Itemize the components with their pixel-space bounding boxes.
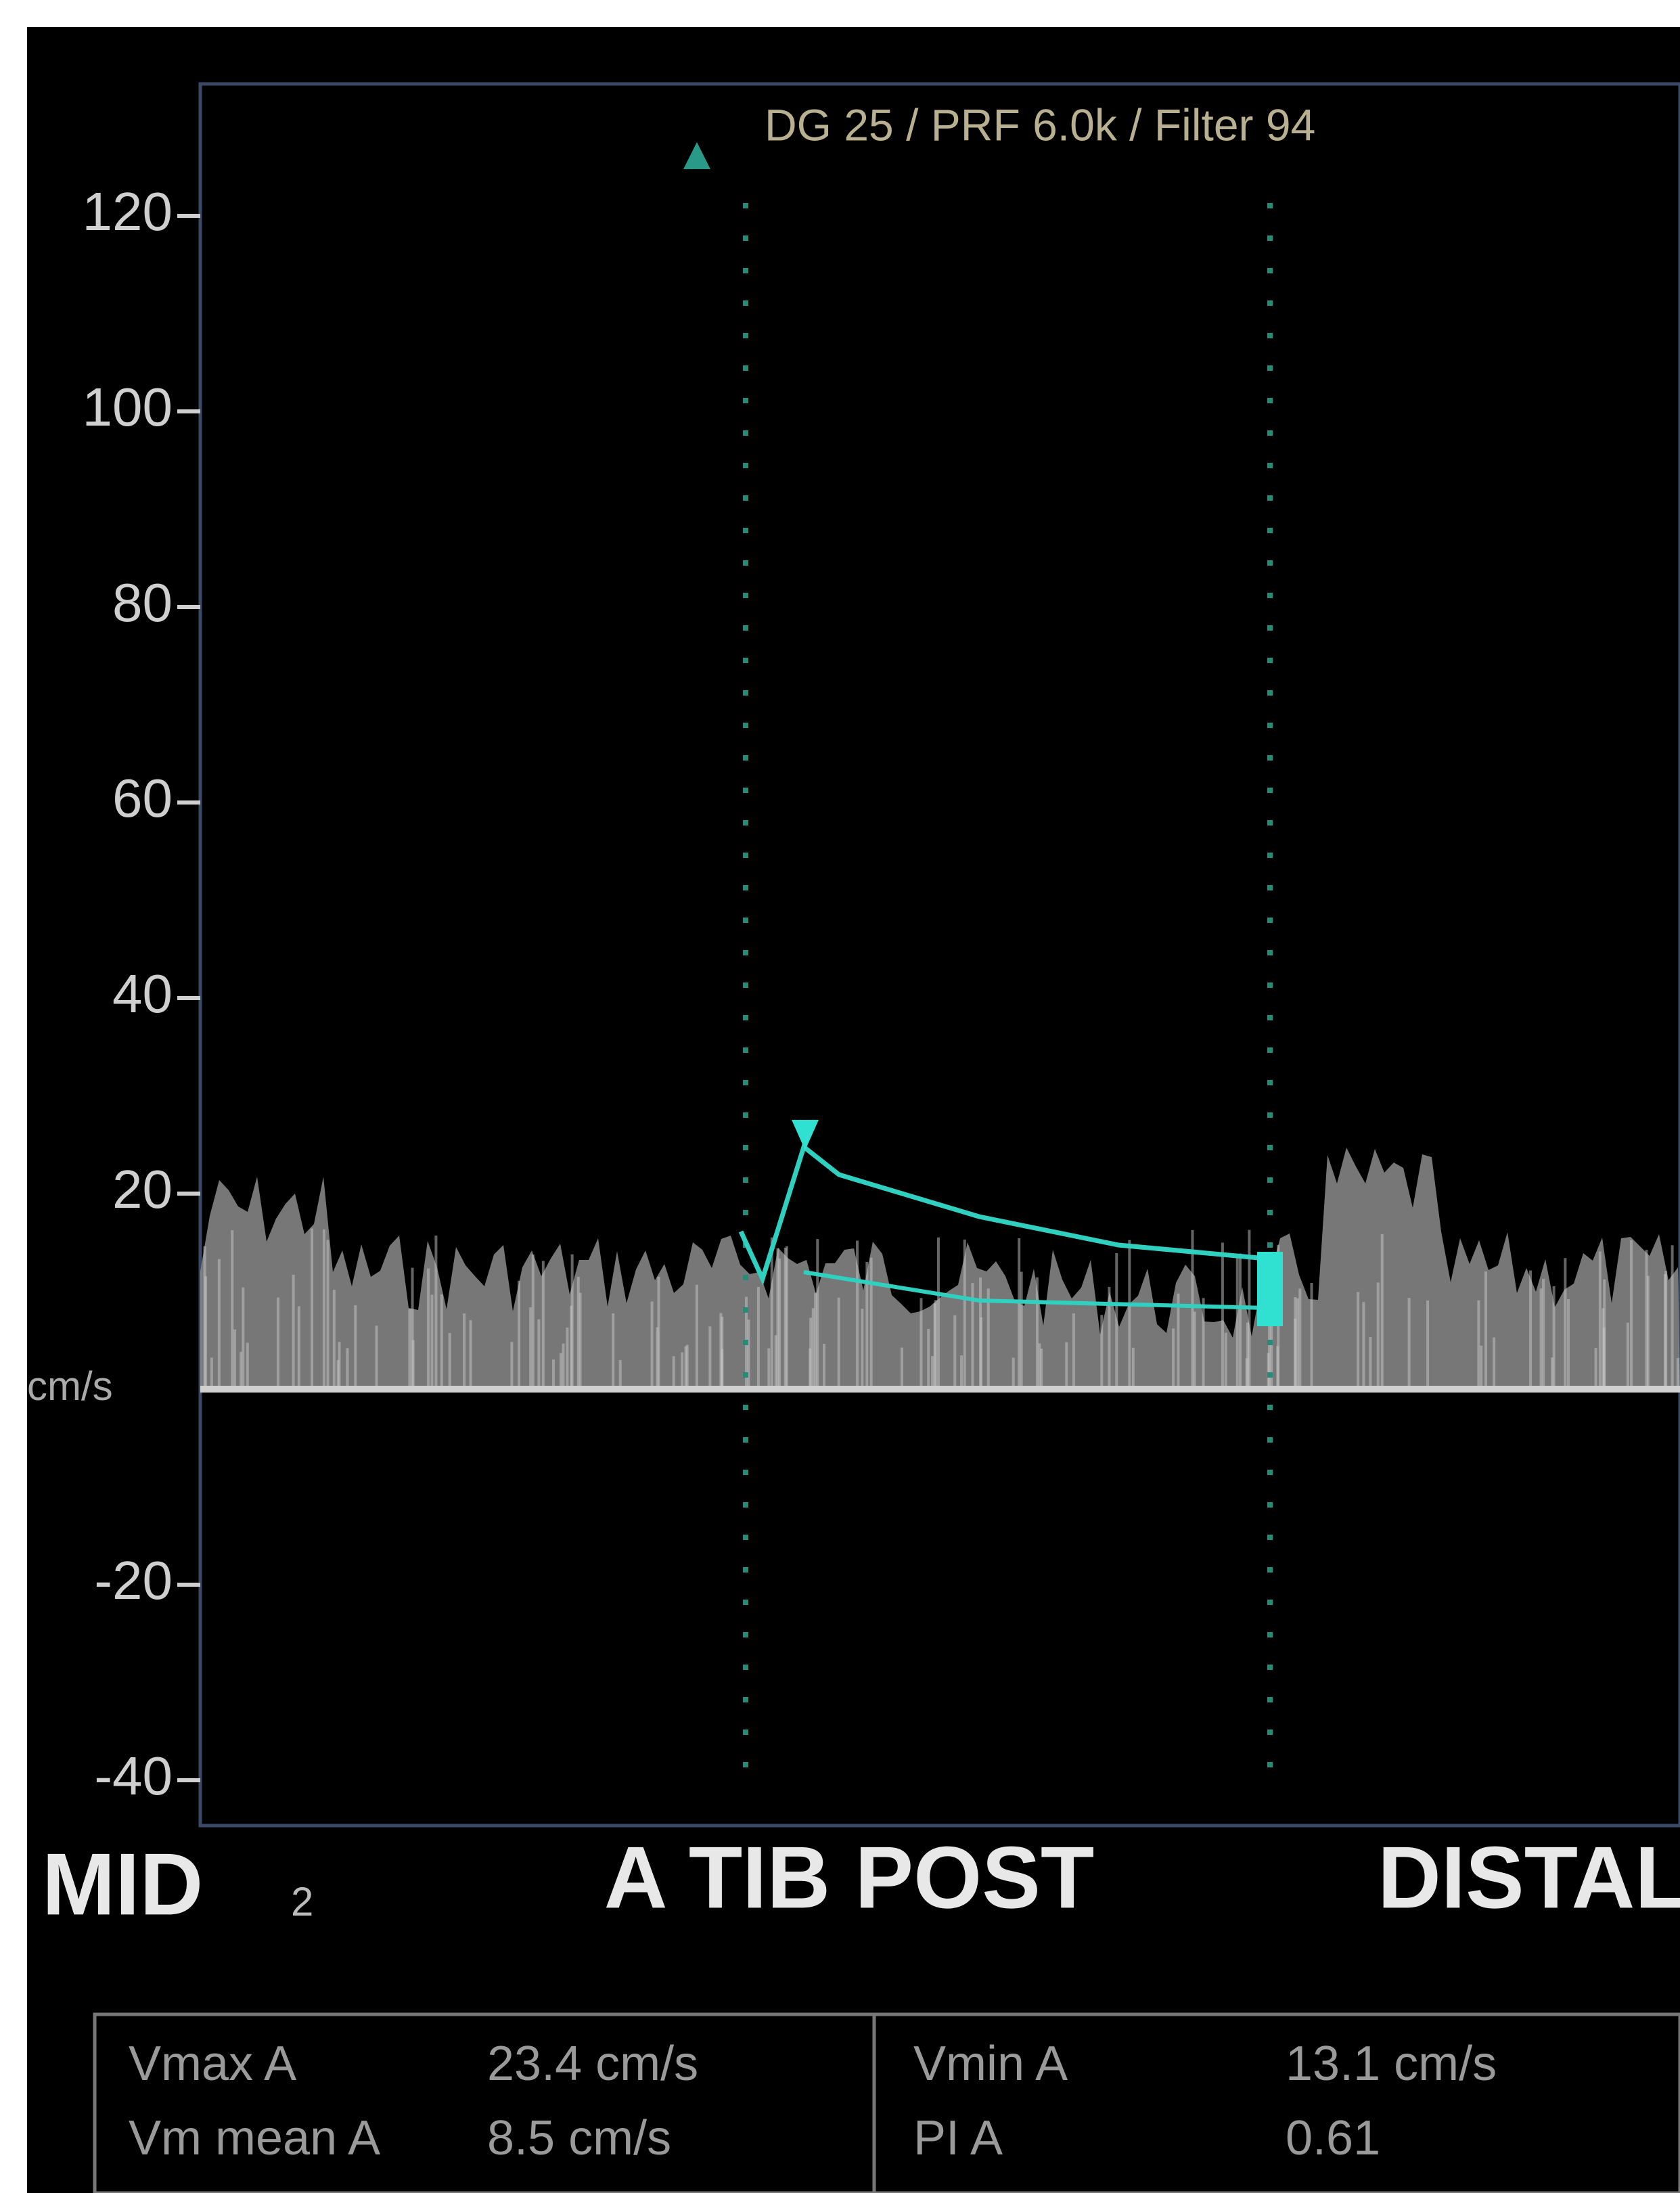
a-marker [683,142,710,169]
right-label: DISTAL [1378,1828,1680,1926]
y-tick-label: 20 [112,1159,173,1219]
table-cell: PI A [913,2111,1003,2165]
table-cell: Vm mean A [129,2111,380,2165]
y-tick-label: -20 [94,1550,173,1610]
screen-background [27,27,1680,2193]
y-tick-label: 80 [112,572,173,633]
table-cell: 0.61 [1286,2111,1380,2165]
table-cell: 8.5 cm/s [487,2111,671,2165]
y-tick-label: 40 [112,964,173,1024]
table-cell: 23.4 cm/s [487,2037,698,2091]
measure-rows: Vmax A 23.4 cm/s Vmin A 13.1 cm/s Vm mean A 8… [129,2037,1497,2165]
peak-marker [792,1120,819,1150]
measure-table [93,2012,1680,2193]
marker-label: 2 [291,1879,313,1924]
y-tick-label: 120 [83,181,173,242]
settings-text: DG 25 / PRF 6.0k / Filter 94 [765,99,1315,150]
table-cell: 13.1 cm/s [1286,2037,1497,2091]
left-label: MID [42,1834,203,1933]
y-tick-label: 60 [112,768,173,828]
y-axis: 120 100 80 60 40 20 -20 -40 [83,181,200,1806]
table-cell: Vmin A [913,2037,1068,2091]
envelope-trace [738,1143,1267,1286]
unit-label: cm/s [27,1363,113,1409]
end-marker [1257,1252,1283,1326]
mean-trace [803,1270,1267,1310]
table-cell: Vmax A [129,2037,296,2091]
spectrum [200,1148,1680,1387]
y-tick-label: 100 [83,377,173,437]
vessel-label: A TIB POST [604,1828,1095,1926]
y-tick-label: -40 [94,1746,173,1806]
plot-frame [198,82,1680,1828]
